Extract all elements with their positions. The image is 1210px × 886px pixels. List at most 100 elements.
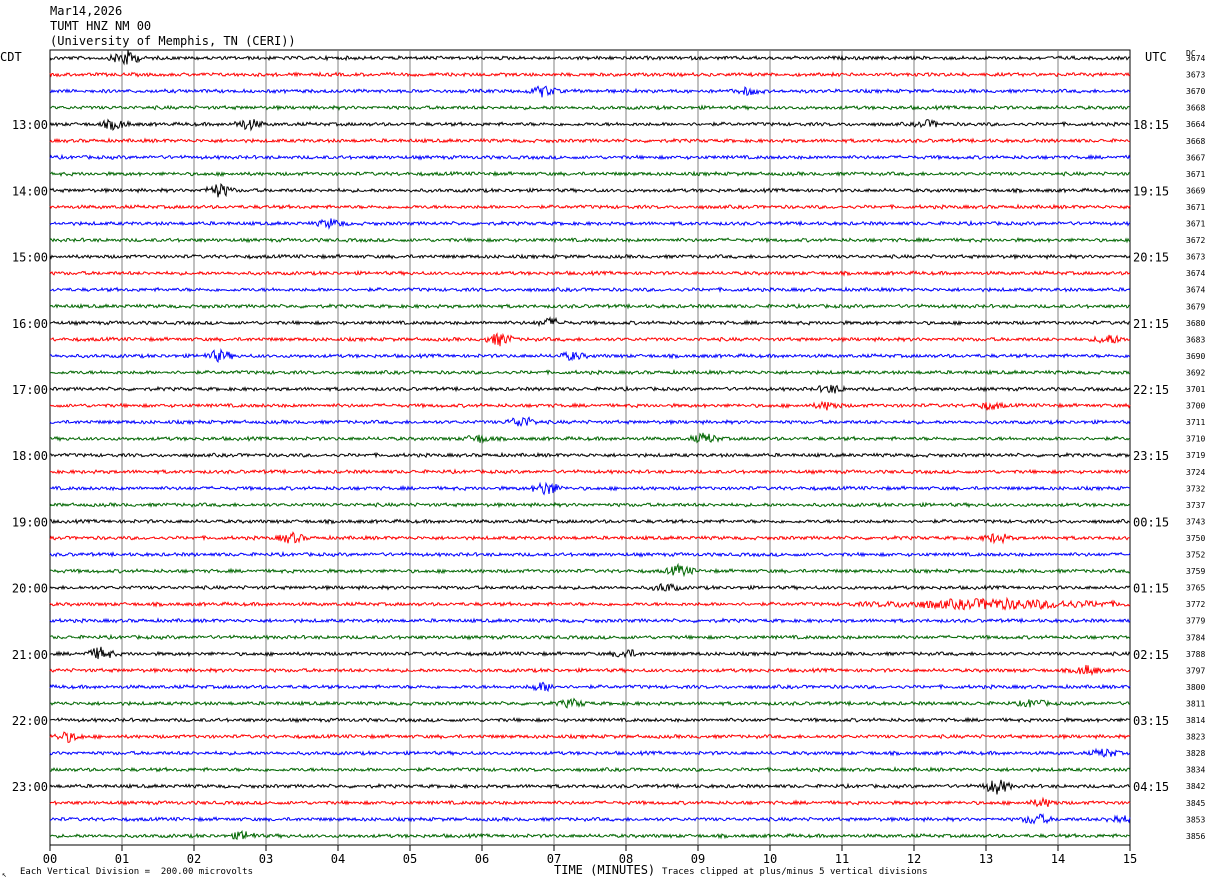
dc-offset-label: 3667 [1186,153,1205,162]
seismic-trace [49,582,1131,592]
left-axis-title: CDT [0,50,22,64]
dc-offset-label: 3724 [1186,468,1205,477]
seismic-trace [49,681,1131,693]
dc-offset-label: 3828 [1186,749,1205,758]
seismic-trace [49,316,1131,328]
cdt-time-label: 13:00 [12,118,48,132]
dc-offset-label: 3811 [1186,699,1205,708]
dc-offset-label: 3719 [1186,451,1205,460]
seismic-trace [49,596,1131,611]
seismic-trace [49,501,1131,509]
seismic-trace [50,633,1131,641]
seismic-trace [49,779,1131,795]
seismic-trace [50,468,1131,476]
dc-offset-label: 3711 [1186,418,1205,427]
corner-mark-icon: ↖ [2,870,7,879]
x-tick-label: 00 [43,852,57,866]
x-tick-label: 05 [403,852,417,866]
seismic-trace [49,137,1131,145]
utc-time-label: 03:15 [1133,714,1169,728]
cdt-time-label: 22:00 [12,714,48,728]
seismic-trace [49,203,1131,211]
right-axis-title: UTC [1145,50,1167,64]
dc-offset-label: 3759 [1186,567,1205,576]
dc-offset-label: 3710 [1186,435,1205,444]
seismic-trace [49,253,1131,260]
cdt-time-label: 18:00 [12,449,48,463]
seismic-trace [49,286,1131,293]
dc-offset-label: 3674 [1186,286,1205,295]
dc-offset-label: 3856 [1186,832,1205,841]
seismic-trace [49,796,1131,808]
dc-offset-label: 3737 [1186,501,1205,510]
dc-offset-label: 3732 [1186,484,1205,493]
x-tick-label: 03 [259,852,273,866]
seismic-trace [49,85,1131,98]
utc-time-label: 00:15 [1133,515,1169,529]
dc-offset-label: 3823 [1186,733,1205,742]
seismic-trace [49,646,1131,660]
dc-offset-label: 3673 [1186,253,1205,262]
dc-offset-label: 3668 [1186,137,1205,146]
seismic-trace [49,829,1131,841]
utc-time-label: 19:15 [1133,184,1169,198]
utc-time-label: 21:15 [1133,317,1169,331]
seismic-trace [49,766,1131,773]
dc-offset-label: 3700 [1186,402,1205,411]
cdt-time-label: 15:00 [12,251,48,265]
utc-time-label: 20:15 [1133,251,1169,265]
dc-offset-label: 3853 [1186,815,1205,824]
x-tick-label: 02 [187,852,201,866]
dc-offset-label: 3674 [1186,54,1205,63]
station-code: TUMT HNZ NM 00 [50,19,152,33]
dc-offset-label: 3674 [1186,269,1205,278]
utc-time-label: 18:15 [1133,118,1169,132]
cdt-time-label: 16:00 [12,317,48,331]
seismic-trace [50,332,1131,347]
x-tick-label: 12 [907,852,921,866]
x-tick-label: 10 [763,852,777,866]
network-name: (University of Memphis, TN (CERI)) [50,34,296,48]
x-tick-label: 08 [619,852,633,866]
dc-offset-label: 3671 [1186,170,1205,179]
seismic-trace [49,368,1131,376]
x-tick-label: 09 [691,852,705,866]
cdt-time-label: 20:00 [12,582,48,596]
dc-offset-label: 3668 [1186,104,1205,113]
dc-offset-label: 3845 [1186,799,1205,808]
x-tick-label: 14 [1051,852,1065,866]
seismic-trace [49,664,1131,677]
cdt-time-label: 21:00 [12,648,48,662]
x-tick-label: 01 [115,852,129,866]
seismic-trace [49,747,1131,758]
seismic-trace [50,170,1131,178]
cdt-time-label: 23:00 [12,780,48,794]
dc-offset-label: 3842 [1186,782,1205,791]
dc-offset-label: 3683 [1186,335,1205,344]
seismic-trace [49,400,1131,411]
seismic-trace [49,531,1130,545]
dc-offset-label: 3834 [1186,766,1205,775]
utc-time-label: 23:15 [1133,449,1169,463]
seismic-trace [49,218,1131,230]
seismic-trace [49,432,1131,444]
seismic-trace [50,451,1131,459]
seismic-trace [49,697,1131,709]
dc-title: DC [1186,49,1196,58]
utc-time-label: 02:15 [1133,648,1169,662]
seismic-trace [49,348,1131,363]
seismic-trace [49,118,1131,132]
x-tick-label: 06 [475,852,489,866]
seismic-trace [49,813,1131,825]
dc-offset-label: 3671 [1186,203,1205,212]
seismic-trace [49,302,1131,310]
scale-note: Each Vertical Division = 200.00 microvol… [20,867,253,877]
x-tick-label: 04 [331,852,345,866]
x-axis-label: TIME (MINUTES) [554,863,656,877]
dc-offset-label: 3772 [1186,600,1205,609]
dc-offset-label: 3680 [1186,319,1205,328]
seismic-trace [49,731,1131,743]
seismic-trace [49,50,1131,66]
seismic-trace [49,716,1131,724]
